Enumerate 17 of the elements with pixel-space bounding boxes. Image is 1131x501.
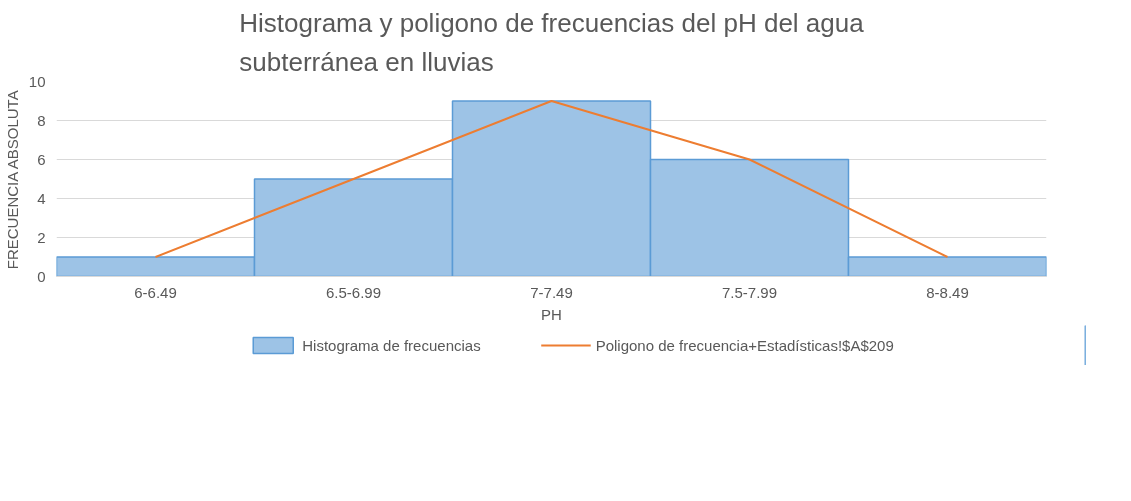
x-tick-label: 7.5-7.99 [721,283,778,301]
x-tick-label: 7-7.49 [530,283,573,301]
y-tick-label: 8 [37,111,46,129]
chart-title: Histograma y poligono de frecuencias del pH del agua subterránea en lluvias [239,7,865,77]
y-axis-title: FRECUENCIA ABSOLUTA [3,90,21,270]
x-tick-label: 6-6.49 [134,283,177,301]
y-tick-label: 6 [37,150,46,168]
legend-label: Poligono de frecuencia+Estadísticas!$A$209 [595,336,894,354]
x-tick-label: 8-8.49 [926,283,969,301]
line-series [154,100,949,258]
y-tick-label: 0 [37,267,46,285]
x-tick-label: 6.5-6.99 [325,283,382,301]
legend-label: Histograma de frecuencias [302,336,481,354]
x-axis-title: PH [541,305,562,323]
y-tick-label: 10 [28,72,46,90]
y-tick-label: 4 [37,189,46,207]
y-tick-label: 2 [37,228,46,246]
